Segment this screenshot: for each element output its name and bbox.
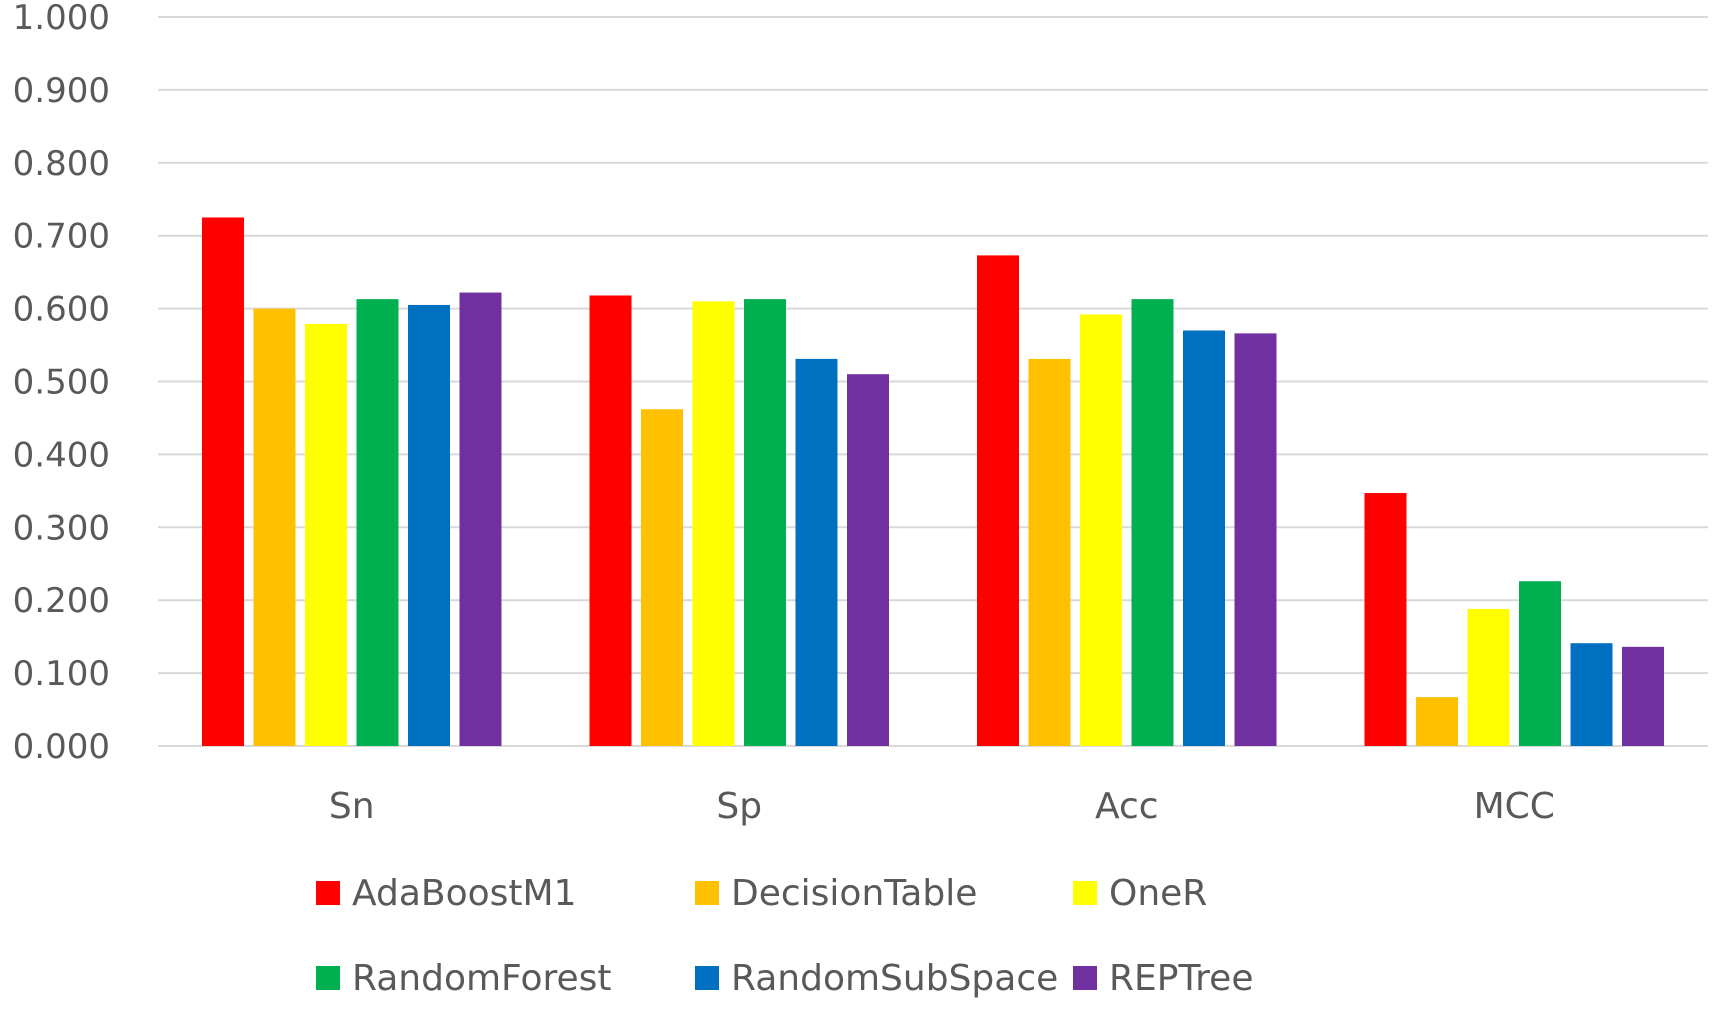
y-tick-label: 1.000 [13, 0, 110, 38]
y-tick-label: 0.000 [13, 727, 110, 767]
bar-reptree-sp [847, 374, 889, 746]
bar-randomforest-mcc [1519, 581, 1561, 746]
x-axis-category-labels: Sn Sp Acc MCC [329, 786, 1555, 827]
bar-adaboostm1-sn [202, 217, 244, 747]
bar-adaboostm1-sp [589, 295, 632, 746]
legend-swatch [695, 966, 719, 990]
bar-randomsubspace-sp [795, 358, 838, 746]
bar-randomsubspace-mcc [1570, 643, 1613, 746]
bar-decisiontable-acc [1028, 358, 1071, 746]
y-tick-label: 0.100 [13, 654, 110, 694]
bar-randomsubspace-sn [408, 304, 450, 746]
bar-decisiontable-sp [641, 409, 683, 746]
legend-label: DecisionTable [731, 873, 977, 914]
bar-reptree-acc [1234, 333, 1277, 746]
y-tick-label: 0.200 [13, 581, 110, 621]
legend-item-randomforest: RandomForest [316, 958, 612, 999]
legend-swatch [316, 966, 340, 990]
bar-randomforest-sn [356, 299, 399, 746]
bar-oner-mcc [1467, 608, 1510, 746]
legend-swatch [1073, 881, 1097, 905]
y-tick-label: 0.600 [13, 290, 110, 330]
y-tick-label: 0.800 [13, 144, 110, 184]
bar-oner-sn [305, 323, 347, 746]
bar-decisiontable-mcc [1416, 697, 1458, 746]
legend-label: OneR [1109, 873, 1207, 914]
bar-reptree-mcc [1622, 646, 1664, 746]
x-category-label: Acc [1095, 786, 1159, 827]
bar-reptree-sn [459, 292, 502, 746]
legend-item-decisiontable: DecisionTable [695, 873, 977, 914]
legend-swatch [695, 881, 719, 905]
bar-oner-sp [692, 301, 735, 746]
x-category-label: Sn [329, 786, 375, 827]
y-tick-label: 0.300 [13, 508, 110, 548]
bars [202, 217, 1664, 747]
legend-label: REPTree [1109, 958, 1253, 999]
bar-decisiontable-sn [253, 308, 296, 746]
legend-label: AdaBoostM1 [352, 873, 577, 914]
legend-item-oner: OneR [1073, 873, 1207, 914]
y-tick-label: 0.700 [13, 217, 110, 257]
legend-swatch [316, 881, 340, 905]
y-tick-label: 0.500 [13, 363, 110, 403]
bar-adaboostm1-acc [977, 255, 1019, 746]
y-tick-label: 0.400 [13, 435, 110, 475]
bar-randomforest-acc [1131, 299, 1174, 746]
legend: AdaBoostM1 DecisionTable OneR RandomForest R… [316, 873, 1253, 999]
bar-adaboostm1-mcc [1364, 493, 1407, 746]
legend-label: RandomForest [352, 958, 612, 999]
bar-randomsubspace-acc [1183, 330, 1225, 746]
bar-randomforest-sp [744, 299, 786, 746]
legend-label: RandomSubSpace [731, 958, 1058, 999]
legend-swatch [1073, 966, 1097, 990]
x-category-label: MCC [1474, 786, 1555, 827]
y-axis-tick-labels: 0.000 0.100 0.200 0.300 0.400 0.500 0.600 0.700… [13, 0, 110, 767]
legend-item-adaboostm1: AdaBoostM1 [316, 873, 577, 914]
y-tick-label: 0.900 [13, 71, 110, 111]
legend-item-randomsubspace: RandomSubSpace [695, 958, 1058, 999]
bar-oner-acc [1080, 314, 1122, 746]
legend-item-reptree: REPTree [1073, 958, 1253, 999]
x-category-label: Sp [716, 786, 762, 827]
